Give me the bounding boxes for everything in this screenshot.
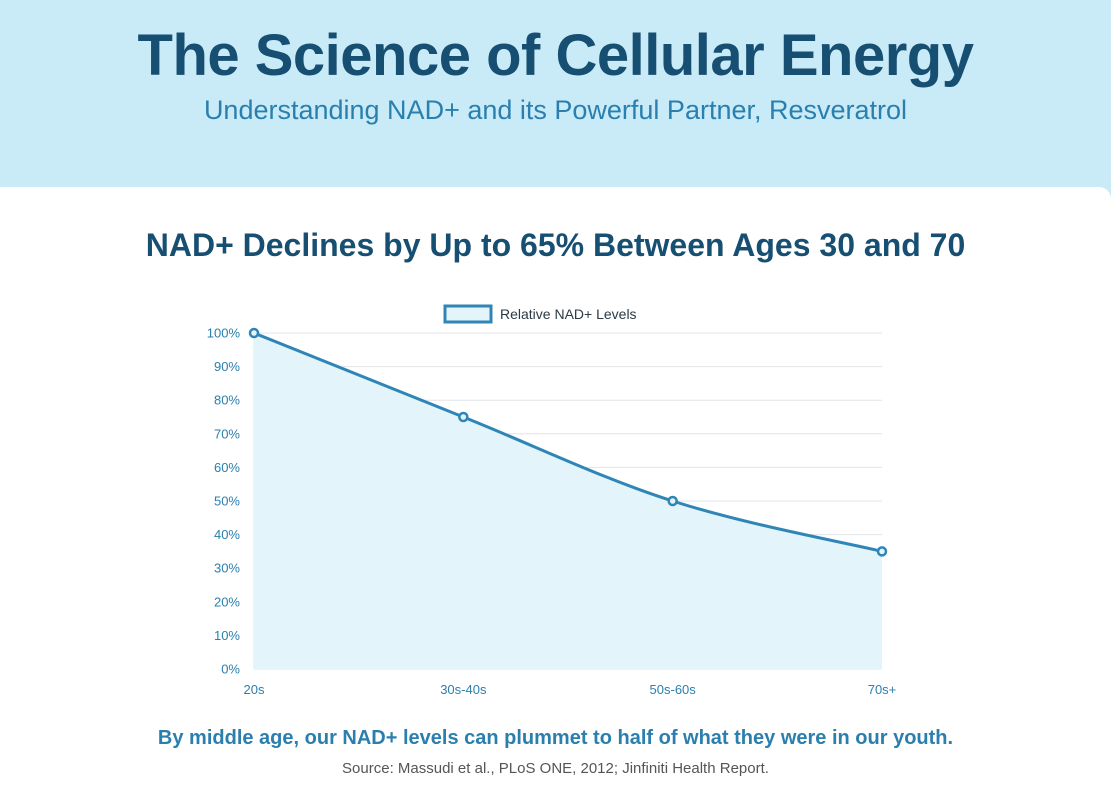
legend-swatch: [443, 304, 493, 324]
x-axis-ticks: 20s 30s-40s 50s-60s 70s+: [244, 682, 897, 697]
x-tick-label: 20s: [244, 682, 265, 697]
chart-heading: NAD+ Declines by Up to 65% Between Ages …: [145, 227, 966, 263]
legend[interactable]: Relative NAD+ Levels: [443, 304, 637, 324]
data-point-20s[interactable]: [248, 327, 260, 339]
nad-decline-chart: 0% 10% 20% 30% 40% 50% 60% 70% 80% 90% 100% 20s 30s…: [207, 304, 897, 697]
y-tick-label: 40%: [214, 527, 240, 542]
page-title: The Science of Cellular Energy: [137, 23, 974, 88]
y-tick-label: 60%: [214, 460, 240, 475]
page-subtitle: Understanding NAD+ and its Powerful Part…: [203, 95, 908, 125]
y-tick-label: 10%: [214, 628, 240, 643]
point-layer: [248, 327, 888, 557]
data-point-50s-60s[interactable]: [667, 495, 678, 507]
y-tick-label: 50%: [214, 494, 240, 509]
data-point-30s-40s[interactable]: [458, 411, 469, 423]
x-tick-label: 50s-60s: [650, 682, 697, 697]
x-tick-label: 70s+: [868, 682, 897, 697]
y-tick-label: 80%: [214, 393, 240, 408]
y-tick-label: 70%: [214, 426, 240, 441]
y-tick-label: 30%: [214, 561, 240, 576]
y-tick-label: 90%: [214, 359, 240, 374]
x-tick-label: 30s-40s: [440, 682, 487, 697]
y-axis-ticks: 0% 10% 20% 30% 40% 50% 60% 70% 80% 90% 100%: [207, 326, 241, 677]
area-layer: [254, 333, 882, 669]
legend-label: Relative NAD+ Levels: [500, 306, 637, 322]
data-point-70s-[interactable]: [876, 546, 888, 557]
y-tick-label: 0%: [221, 662, 240, 677]
header-banner: The Science of Cellular Energy Understan…: [0, 0, 1111, 200]
y-tick-label: 20%: [214, 594, 240, 609]
source-citation: Source: Massudi et al., PLoS ONE, 2012; …: [342, 760, 769, 777]
series-area-fill: [254, 333, 882, 669]
chart-caption: By middle age, our NAD+ levels can plumm…: [157, 727, 954, 749]
y-tick-label: 100%: [207, 326, 241, 341]
series-line: [253, 331, 883, 553]
line-layer: [253, 331, 883, 553]
